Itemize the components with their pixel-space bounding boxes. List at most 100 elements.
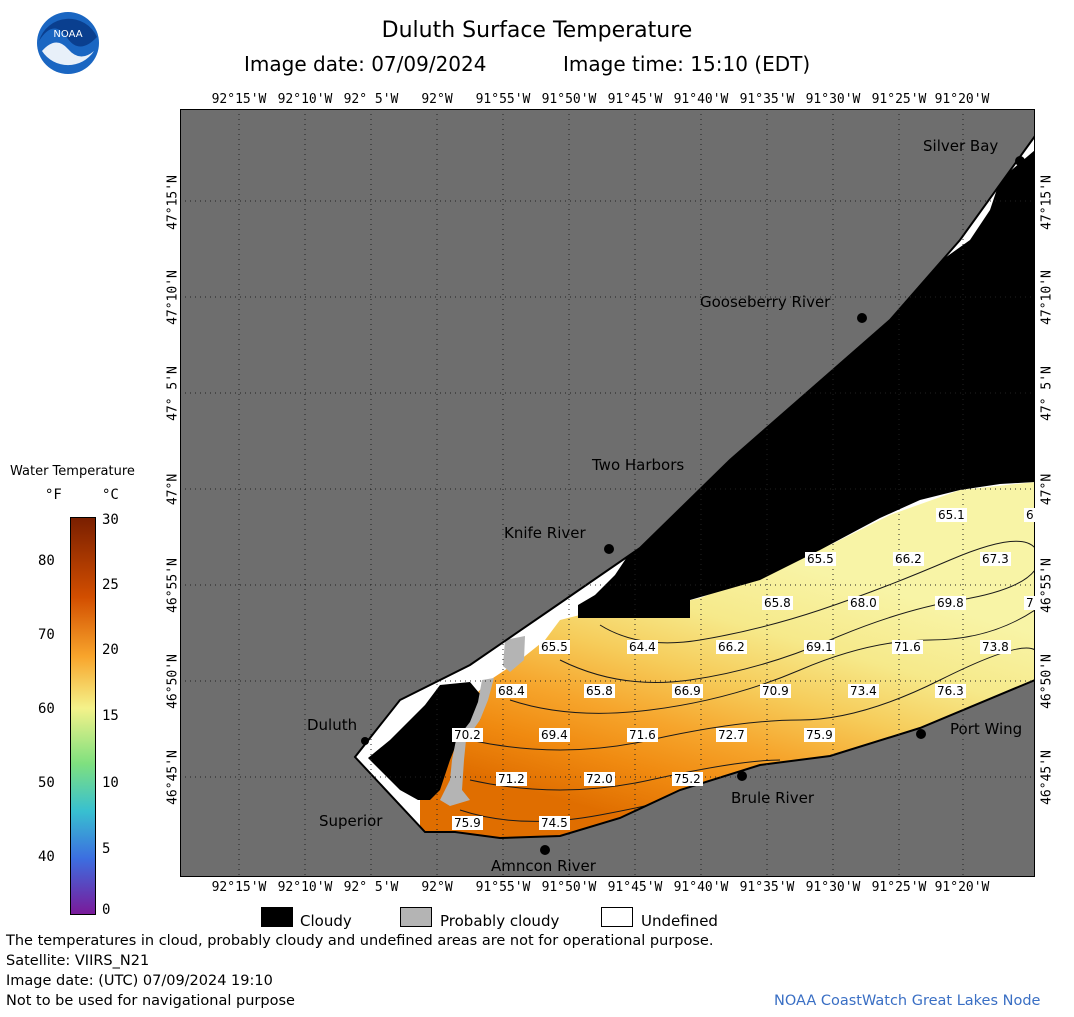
- temp-label: 69.8: [935, 596, 966, 610]
- lon-label-bottom: 91°25'W: [871, 880, 927, 895]
- temp-label: 70.2: [452, 728, 483, 742]
- colorbar-f-tick: 80: [38, 553, 55, 569]
- place-label-port-wing: Port Wing: [950, 720, 1023, 738]
- footer-satellite: Satellite: VIIRS_N21: [6, 953, 150, 969]
- image-time: Image time: 15:10 (EDT): [563, 52, 811, 76]
- lon-label-bottom: 92°W: [421, 880, 453, 895]
- probably-cloudy-area: [503, 636, 525, 672]
- colorbar-c-tick: 15: [102, 708, 119, 724]
- port-wing-marker: [916, 729, 926, 739]
- lat-label-left: 47°15'N: [165, 175, 181, 230]
- lon-label-bottom: 91°45'W: [607, 880, 663, 895]
- temp-label: 74.5: [539, 816, 570, 830]
- colorbar-c-tick: 10: [102, 775, 119, 791]
- lat-label-left: 47° 5'N: [165, 366, 181, 421]
- map-title: Duluth Surface Temperature: [381, 18, 693, 43]
- lat-label-right: 46°55'N: [1039, 558, 1055, 613]
- temp-label: 66.2: [716, 640, 747, 654]
- temp-label: 73.8: [980, 640, 1011, 654]
- legend-undefined-label: Undefined: [641, 912, 718, 930]
- lat-label-right: 47°10'N: [1039, 270, 1055, 325]
- place-label-gooseberry-river: Gooseberry River: [700, 293, 831, 311]
- lat-label-right: 46°50'N: [1039, 654, 1055, 709]
- silver-bay-marker: [1015, 156, 1025, 166]
- lon-label-bottom: 91°40'W: [673, 880, 729, 895]
- place-label-superior: Superior: [319, 812, 383, 830]
- temp-label: 67.3: [980, 552, 1011, 566]
- legend-cloudy-label: Cloudy: [300, 912, 352, 930]
- lon-label-top: 91°25'W: [871, 92, 927, 107]
- colorbar-f-tick: 70: [38, 627, 55, 643]
- temp-label: 65.1: [936, 508, 967, 522]
- temp-label: 68.4: [496, 684, 527, 698]
- lon-label-top: 92° 5'W: [343, 92, 399, 107]
- lon-label-top: 91°45'W: [607, 92, 663, 107]
- temp-label: 65.5: [805, 552, 836, 566]
- lon-label-top: 91°55'W: [475, 92, 531, 107]
- logo-text: NOAA: [53, 29, 82, 40]
- lon-label-top: 91°40'W: [673, 92, 729, 107]
- image-date: Image date: 07/09/2024: [244, 52, 487, 76]
- temp-label: 76.3: [935, 684, 966, 698]
- place-label-brule-river: Brule River: [731, 789, 814, 807]
- lat-label-right: 47°15'N: [1039, 175, 1055, 230]
- lon-label-top: 92°W: [421, 92, 453, 107]
- legend-probably-cloudy-label: Probably cloudy: [440, 912, 560, 930]
- footer-credit[interactable]: NOAA CoastWatch Great Lakes Node: [774, 993, 1041, 1009]
- temp-label: 6: [1024, 508, 1036, 522]
- lat-label-left: 46°45'N: [165, 750, 181, 805]
- place-label-knife-river: Knife River: [504, 524, 586, 542]
- temp-label: 65.8: [584, 684, 615, 698]
- footer-disclaimer: The temperatures in cloud, probably clou…: [6, 933, 714, 949]
- probably-cloudy-area: [440, 678, 494, 806]
- lat-label-right: 46°45'N: [1039, 750, 1055, 805]
- lon-label-bottom: 91°30'W: [805, 880, 861, 895]
- temp-label: 71.2: [496, 772, 527, 786]
- footer-navigation-note: Not to be used for navigational purpose: [6, 993, 295, 1009]
- temp-label: 66.9: [672, 684, 703, 698]
- knife-river-marker: [604, 544, 614, 554]
- temp-label: 66.2: [893, 552, 924, 566]
- colorbar-c-tick: 25: [102, 577, 119, 593]
- colorbar-c-tick: 5: [102, 841, 111, 857]
- colorbar-f-tick: 60: [38, 701, 55, 717]
- temp-label: 68.0: [848, 596, 879, 610]
- lat-label-right: 47° 5'N: [1039, 366, 1055, 421]
- temp-label: 70.9: [760, 684, 791, 698]
- temp-label: 71.6: [892, 640, 923, 654]
- lon-label-top: 91°30'W: [805, 92, 861, 107]
- temperature-map[interactable]: [180, 109, 1035, 877]
- colorbar-title: Water Temperature: [10, 464, 135, 479]
- place-label-duluth: Duluth: [307, 716, 358, 734]
- lon-label-top: 91°20'W: [934, 92, 990, 107]
- lat-label-left: 47°10'N: [165, 270, 181, 325]
- temp-label: 72.0: [584, 772, 615, 786]
- temp-label: 65.5: [539, 640, 570, 654]
- lon-label-bottom: 91°55'W: [475, 880, 531, 895]
- place-label-silver-bay: Silver Bay: [923, 137, 999, 155]
- temp-label: 75.9: [804, 728, 835, 742]
- lon-label-bottom: 92°15'W: [211, 880, 267, 895]
- legend-cloudy-swatch: [261, 907, 293, 927]
- lon-label-bottom: 91°50'W: [541, 880, 597, 895]
- lat-label-left: 47°N: [165, 473, 181, 506]
- colorbar-unit-c: °C: [102, 487, 119, 503]
- colorbar-f-tick: 40: [38, 849, 55, 865]
- lon-label-bottom: 91°35'W: [739, 880, 795, 895]
- colorbar-c-tick: 20: [102, 642, 119, 658]
- lon-label-top: 92°10'W: [277, 92, 333, 107]
- temp-label: 72.7: [716, 728, 747, 742]
- temp-label: 69.4: [539, 728, 570, 742]
- amncon-river-marker: [540, 845, 550, 855]
- place-label-two-harbors: Two Harbors: [592, 456, 685, 474]
- lat-label-left: 46°50'N: [165, 654, 181, 709]
- temp-label: 64.4: [627, 640, 658, 654]
- lat-label-right: 47°N: [1039, 473, 1055, 506]
- colorbar-c-tick: 30: [102, 512, 119, 528]
- temp-label: 73.4: [848, 684, 879, 698]
- gooseberry-river-marker: [857, 313, 867, 323]
- temp-label: 7: [1024, 596, 1036, 610]
- colorbar-unit-f: °F: [45, 487, 62, 503]
- lon-label-top: 91°50'W: [541, 92, 597, 107]
- temp-label: 65.8: [762, 596, 793, 610]
